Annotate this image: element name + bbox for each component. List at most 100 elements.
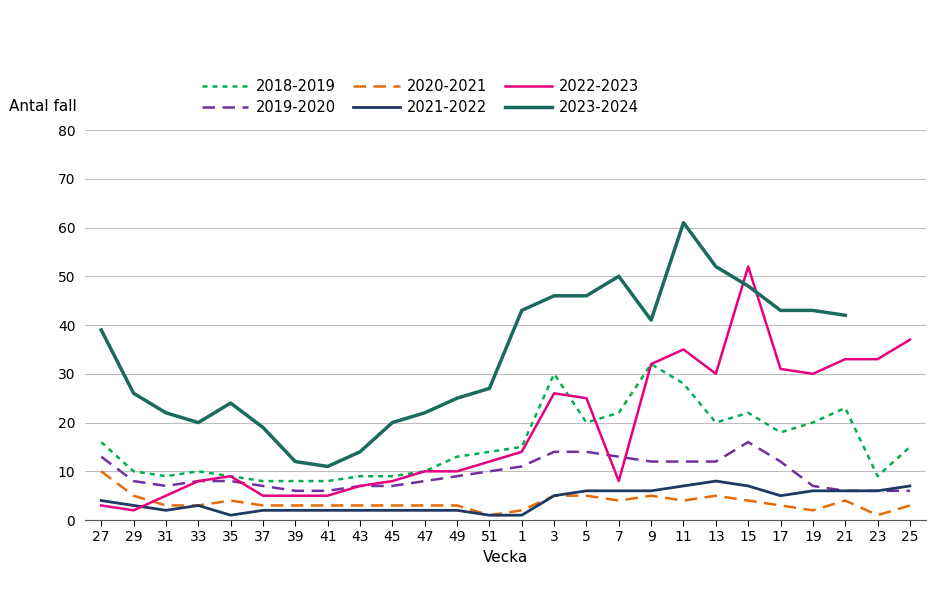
2022-2023 — [127, 506, 139, 514]
X-axis label: Vecka: Vecka — [482, 550, 528, 565]
2022-2023 — [838, 356, 850, 363]
2019-2020 — [871, 487, 883, 494]
2021-2022 — [354, 506, 365, 514]
Line: 2021-2022: 2021-2022 — [101, 481, 909, 515]
2019-2020 — [322, 487, 333, 494]
2023-2024 — [581, 293, 592, 299]
2018-2019 — [160, 473, 172, 480]
2022-2023 — [257, 492, 268, 499]
2018-2019 — [354, 473, 365, 480]
2019-2020 — [515, 463, 527, 470]
2021-2022 — [515, 512, 527, 519]
2023-2024 — [322, 463, 333, 470]
2022-2023 — [354, 482, 365, 489]
2021-2022 — [871, 487, 883, 494]
2019-2020 — [710, 458, 721, 465]
2019-2020 — [127, 478, 139, 485]
2022-2023 — [774, 365, 785, 372]
2018-2019 — [838, 404, 850, 411]
2021-2022 — [548, 492, 559, 499]
2018-2019 — [645, 361, 656, 368]
2019-2020 — [645, 458, 656, 465]
2019-2020 — [548, 448, 559, 455]
2018-2019 — [418, 468, 430, 475]
2018-2019 — [774, 429, 785, 436]
2021-2022 — [710, 478, 721, 485]
2023-2024 — [645, 317, 656, 324]
2020-2021 — [160, 502, 172, 509]
2022-2023 — [386, 478, 397, 485]
2021-2022 — [742, 482, 753, 489]
2018-2019 — [515, 443, 527, 450]
Line: 2019-2020: 2019-2020 — [101, 442, 909, 491]
2020-2021 — [581, 492, 592, 499]
2019-2020 — [806, 482, 818, 489]
2018-2019 — [95, 439, 107, 446]
2019-2020 — [613, 453, 624, 460]
2018-2019 — [127, 468, 139, 475]
2019-2020 — [289, 487, 300, 494]
2018-2019 — [225, 473, 236, 480]
2018-2019 — [483, 448, 495, 455]
2021-2022 — [257, 506, 268, 514]
2021-2022 — [677, 482, 688, 489]
2020-2021 — [645, 492, 656, 499]
2021-2022 — [483, 512, 495, 519]
2018-2019 — [548, 370, 559, 378]
2018-2019 — [806, 419, 818, 426]
2019-2020 — [257, 482, 268, 489]
2022-2023 — [95, 502, 107, 509]
2020-2021 — [289, 502, 300, 509]
2022-2023 — [677, 346, 688, 353]
2021-2022 — [225, 512, 236, 519]
2021-2022 — [451, 506, 463, 514]
2021-2022 — [193, 502, 204, 509]
2021-2022 — [289, 506, 300, 514]
2021-2022 — [322, 506, 333, 514]
2018-2019 — [322, 478, 333, 485]
2022-2023 — [483, 458, 495, 465]
2023-2024 — [710, 263, 721, 270]
2021-2022 — [774, 492, 785, 499]
2019-2020 — [160, 482, 172, 489]
2023-2024 — [613, 273, 624, 280]
2022-2023 — [515, 448, 527, 455]
2018-2019 — [710, 419, 721, 426]
2022-2023 — [806, 370, 818, 378]
Line: 2018-2019: 2018-2019 — [101, 364, 909, 481]
2018-2019 — [677, 380, 688, 387]
2022-2023 — [548, 390, 559, 397]
2019-2020 — [225, 478, 236, 485]
2021-2022 — [838, 487, 850, 494]
2019-2020 — [386, 482, 397, 489]
2021-2022 — [386, 506, 397, 514]
2023-2024 — [548, 293, 559, 299]
2019-2020 — [903, 487, 915, 494]
2020-2021 — [322, 502, 333, 509]
2019-2020 — [677, 458, 688, 465]
2023-2024 — [386, 419, 397, 426]
2022-2023 — [418, 468, 430, 475]
2023-2024 — [838, 312, 850, 319]
2020-2021 — [774, 502, 785, 509]
2019-2020 — [354, 482, 365, 489]
2022-2023 — [160, 492, 172, 499]
Line: 2023-2024: 2023-2024 — [101, 223, 844, 466]
2023-2024 — [160, 409, 172, 416]
2023-2024 — [193, 419, 204, 426]
2022-2023 — [645, 361, 656, 368]
2018-2019 — [903, 443, 915, 450]
2023-2024 — [677, 219, 688, 226]
2021-2022 — [806, 487, 818, 494]
2019-2020 — [95, 453, 107, 460]
Text: Antal fall: Antal fall — [9, 99, 77, 115]
2020-2021 — [903, 502, 915, 509]
2020-2021 — [838, 497, 850, 504]
2020-2021 — [483, 512, 495, 519]
2020-2021 — [95, 468, 107, 475]
2021-2022 — [903, 482, 915, 489]
2022-2023 — [710, 370, 721, 378]
2019-2020 — [838, 487, 850, 494]
2019-2020 — [581, 448, 592, 455]
Line: 2022-2023: 2022-2023 — [101, 267, 909, 510]
